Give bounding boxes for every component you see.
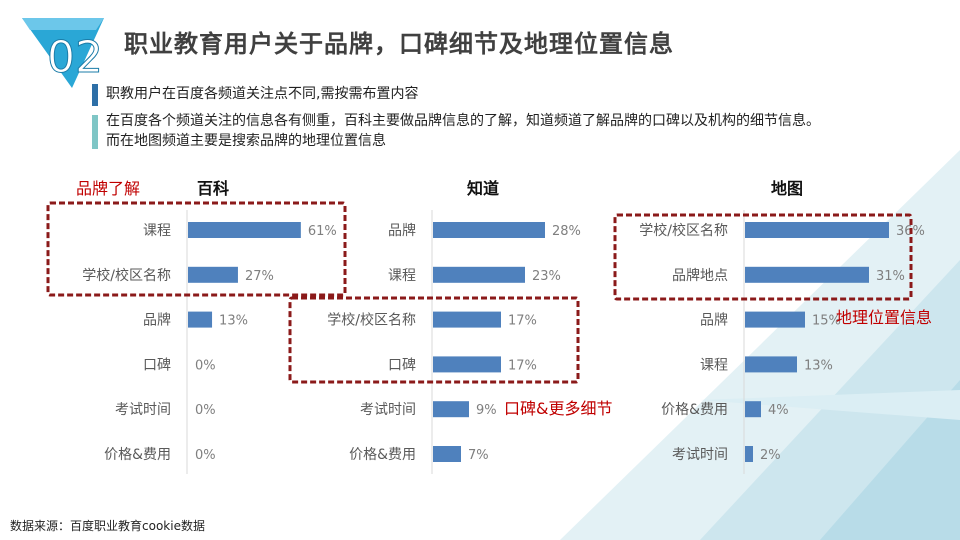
highlight-box-brand [46,201,347,297]
chart-1-data-label: 0% [195,358,216,373]
chart-1-category-label: 品牌 [143,312,171,329]
chart-2-data-label: 28% [552,224,581,239]
chart-2-category-label: 品牌 [388,222,416,239]
badge-triangle [22,18,104,88]
chart-3-bar [745,311,805,328]
chart-1-bar [188,222,301,238]
chart-2-data-label: 7% [468,448,489,463]
chart-3-category-label: 品牌地点 [672,267,728,284]
chart-1-category-label: 考试时间 [115,402,171,418]
chart-1-data-label: 13% [219,314,248,329]
chart-2-category-label: 课程 [388,268,416,284]
chart-3-data-label: 2% [760,448,781,463]
badge-number: 02 [47,32,103,83]
chart-2-data-label: 17% [508,358,537,373]
bullet-2-text-line2: 而在地图频道主要是搜索品牌的地理位置信息 [106,133,386,149]
chart-3-data-label: 15% [812,314,841,329]
source-footnote: 数据来源：百度职业教育cookie数据 [10,519,205,533]
page-title: 职业教育用户关于品牌，口碑细节及地理位置信息 [124,30,674,58]
highlight-box-location [613,213,913,301]
chart-2-category-label: 考试时间 [360,402,416,418]
chart-2-data-label: 9% [476,403,497,418]
chart-3-bar [745,356,797,373]
chart-3-data-label: 13% [804,358,833,373]
chart-3-title: 地图 [771,179,803,198]
bullet-2-marker [92,115,98,149]
chart-3-data-label: 4% [768,403,789,418]
bullet-1: 职教用户在百度各频道关注点不同,需按需布置内容 [92,84,419,106]
chart-3-category-label: 课程 [700,357,728,373]
chart-1-data-label: 61% [308,224,337,239]
chart-1-category-label: 学校/校区名称 [82,267,171,284]
chart-2-bar [433,311,501,328]
chart-3-bar [745,266,869,283]
chart-3-bar [745,446,753,462]
chart-2-category-label: 学校/校区名称 [327,312,416,329]
chart-2-bar [433,446,461,462]
chart-1-category-label: 价格&费用 [104,447,171,463]
chart-1-data-label: 0% [195,403,216,418]
chart-1-data-label: 0% [195,448,216,463]
callout-brand: 品牌了解 [76,179,140,198]
badge-highlight [22,18,104,30]
bullet-2-text-line1: 在百度各个频道关注的信息各有侧重，百科主要做品牌信息的了解，知道频道了解品牌的口… [106,113,820,129]
chart-3-category-label: 考试时间 [672,447,728,463]
section-badge: 02 [22,18,104,88]
chart-3-bar [745,401,761,418]
chart-2-bar [433,222,545,238]
chart-1-category-label: 口碑 [143,357,171,373]
chart-2-title: 知道 [467,179,499,198]
chart-1-bar [188,311,213,328]
bg-shape-stripe [700,390,960,420]
chart-3-category-label: 品牌 [700,312,728,329]
chart-3-category-label: 价格&费用 [661,402,728,418]
callout-reputation: 口碑&更多细节 [504,399,612,418]
bullet-2: 在百度各个频道关注的信息各有侧重，百科主要做品牌信息的了解，知道频道了解品牌的口… [92,111,820,151]
highlight-box-reputation [288,296,580,384]
chart-2-bar [433,266,525,283]
bullet-1-marker [92,84,98,106]
chart-2-category-label: 口碑 [388,357,416,373]
chart-2-bar [433,356,501,373]
chart-1-bar [188,266,238,283]
chart-2-category-label: 价格&费用 [349,447,416,463]
bg-shape-small [820,380,960,540]
chart-1-data-label: 27% [245,269,274,284]
bullet-1-text: 职教用户在百度各频道关注点不同,需按需布置内容 [106,86,419,102]
callout-location: 地理位置信息 [836,308,932,327]
chart-2-bar [433,401,469,418]
chart-2-data-label: 23% [532,269,561,284]
chart-1-title: 百科 [197,179,229,198]
chart-3-category-label: 学校/校区名称 [639,222,728,239]
chart-1-category-label: 课程 [143,223,171,239]
chart-2-data-label: 17% [508,314,537,329]
chart-3-bar [745,222,889,238]
chart-3-data-label: 31% [876,269,905,284]
